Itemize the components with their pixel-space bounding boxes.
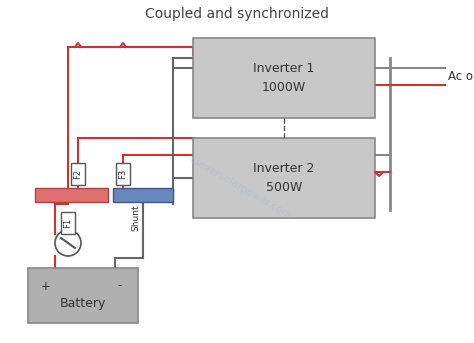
Bar [193,38,375,118]
Bar [193,138,375,218]
Bar [61,212,75,234]
Text: Shunt: Shunt [131,205,140,231]
Text: Inverter 2
500W: Inverter 2 500W [253,162,315,194]
Bar [116,163,130,185]
Text: F3: F3 [118,169,128,179]
Bar [113,188,173,202]
Text: F2: F2 [73,169,82,179]
Bar [35,188,108,202]
Text: Inverter 1
1000W: Inverter 1 1000W [253,62,315,94]
Text: +: + [41,280,51,293]
Bar [28,268,138,323]
Text: Coupled and synchronized: Coupled and synchronized [145,7,329,21]
Text: -: - [118,280,122,293]
Text: Cleversolarpower.com: Cleversolarpower.com [187,155,293,221]
Text: F1: F1 [64,218,73,228]
Text: Ac out: Ac out [448,71,474,83]
Bar [71,163,85,185]
Circle shape [55,230,81,256]
Text: Battery: Battery [60,297,106,310]
